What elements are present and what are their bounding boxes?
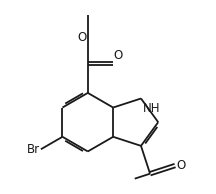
Text: O: O bbox=[177, 159, 186, 172]
Text: O: O bbox=[114, 49, 123, 62]
Text: Br: Br bbox=[27, 143, 40, 156]
Text: O: O bbox=[78, 31, 87, 44]
Text: NH: NH bbox=[143, 102, 160, 115]
